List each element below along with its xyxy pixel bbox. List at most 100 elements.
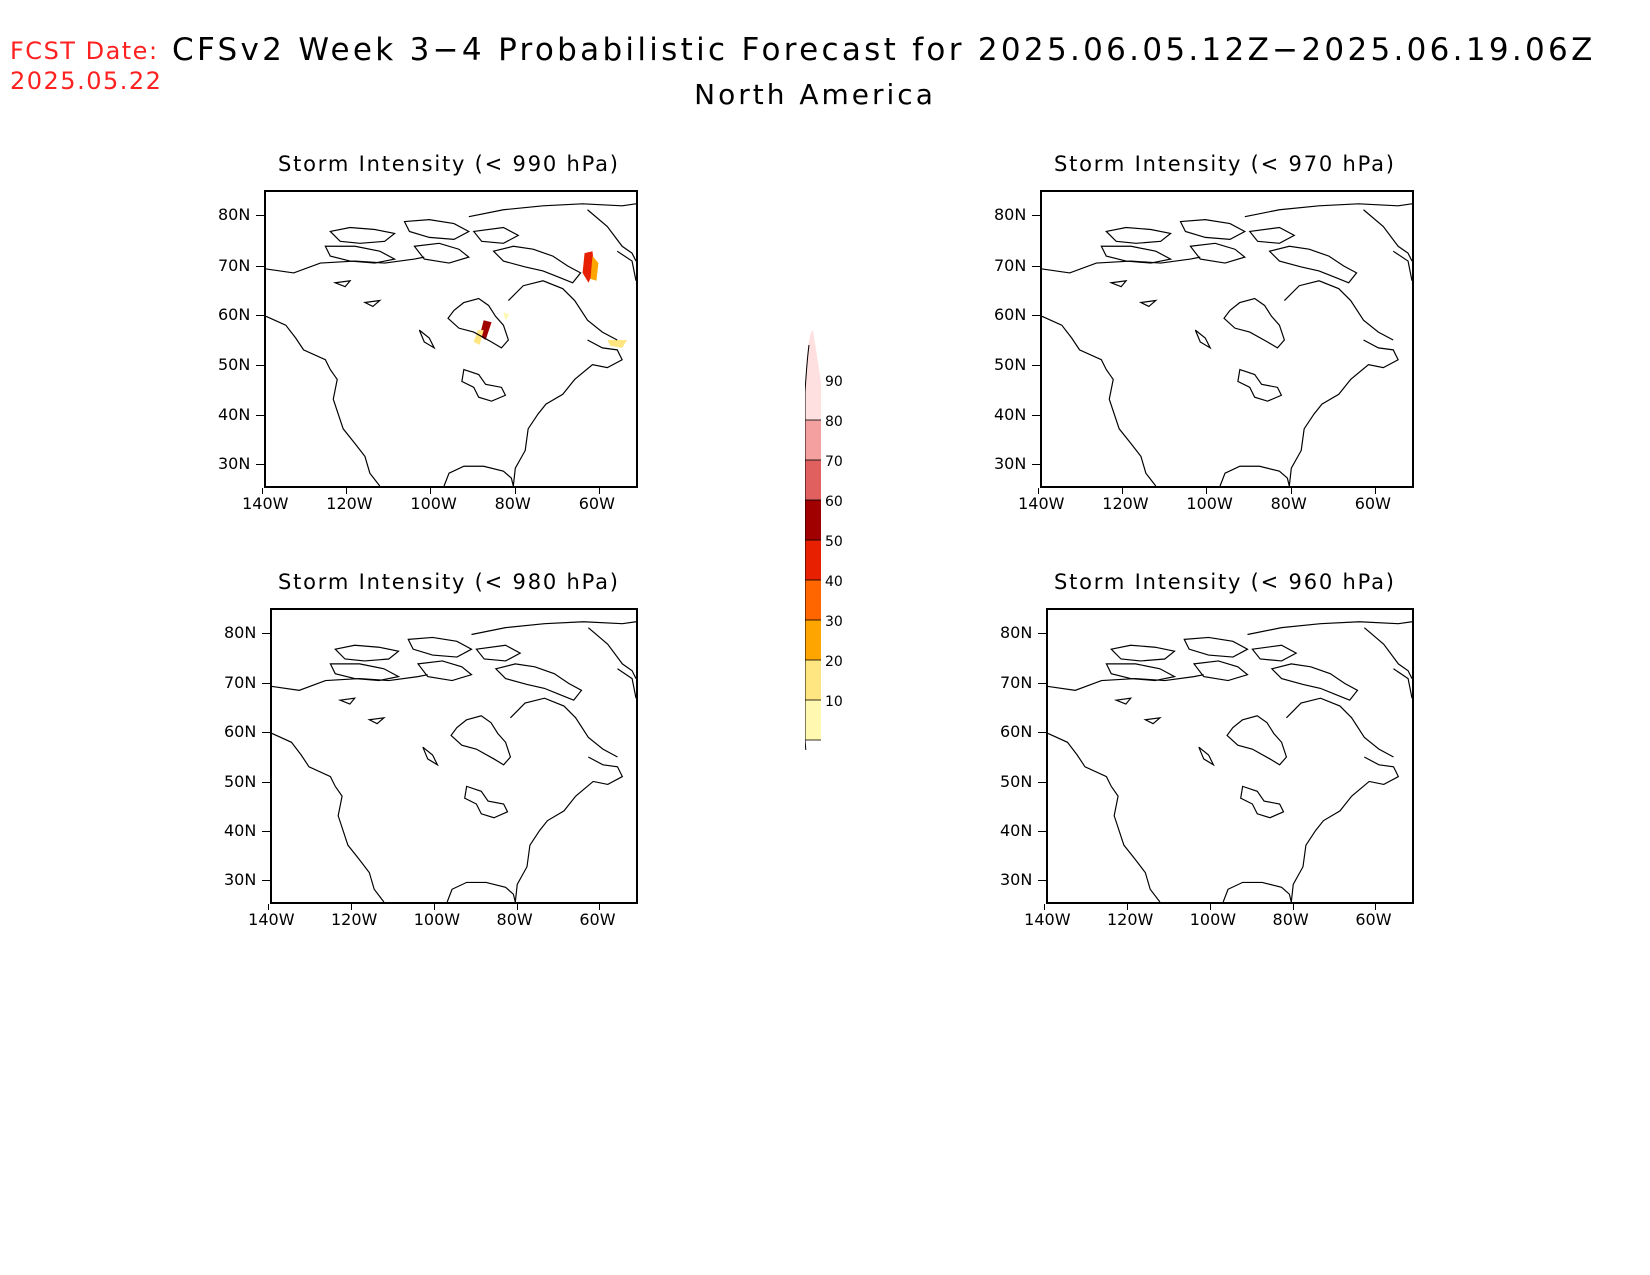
- lat-tick-label: 30N: [224, 870, 257, 890]
- coastline: [1108, 280, 1128, 288]
- lon-tick-label: 60W: [1355, 910, 1392, 929]
- coastline: [1290, 756, 1400, 902]
- coastline: [324, 245, 397, 264]
- page-title: CFSv2 Week 3−4 Probabilistic Forecast fo…: [172, 32, 1596, 68]
- lat-tick: [1038, 831, 1046, 833]
- lon-tick-label: 120W: [1102, 494, 1149, 513]
- panel-title: Storm Intensity (< 960 hPa): [1054, 570, 1396, 594]
- lon-tick: [1122, 488, 1124, 494]
- lat-tick: [256, 464, 264, 466]
- fcst-label: FCST Date:: [10, 37, 159, 65]
- coastline: [1143, 716, 1162, 725]
- colorbar-segment: [805, 620, 821, 660]
- lat-tick-label: 80N: [1000, 623, 1033, 643]
- coastline: [450, 715, 512, 766]
- colorbar-label: 60: [825, 494, 843, 510]
- coastline: [1183, 636, 1249, 658]
- coastline: [1268, 245, 1358, 284]
- coastline: [1222, 881, 1292, 902]
- panel-title: Storm Intensity (< 980 hPa): [278, 570, 620, 594]
- lat-tick: [1032, 215, 1040, 217]
- coastline: [407, 636, 473, 658]
- coastline: [1251, 644, 1298, 662]
- coastline: [1286, 697, 1394, 758]
- colorbar-label: 50: [825, 534, 843, 550]
- colorbar-segment: [805, 540, 821, 580]
- lat-tick-label: 30N: [218, 454, 251, 474]
- coastline: [337, 697, 357, 705]
- lon-tick-label: 140W: [1018, 494, 1065, 513]
- lon-tick-label: 60W: [1354, 494, 1391, 513]
- coastline: [512, 339, 623, 486]
- lat-tick-label: 40N: [224, 821, 257, 841]
- lon-tick: [1290, 488, 1292, 494]
- lon-tick: [599, 904, 601, 910]
- lat-tick-label: 80N: [994, 205, 1027, 225]
- lon-tick: [1126, 904, 1128, 910]
- coastline: [507, 280, 618, 341]
- coastline: [403, 219, 471, 240]
- coastline: [418, 329, 436, 350]
- lat-tick: [1032, 414, 1040, 416]
- lon-tick: [262, 488, 264, 494]
- lat-tick: [256, 364, 264, 366]
- page-subtitle: North America: [694, 78, 936, 111]
- lon-tick-label: 140W: [1024, 910, 1071, 929]
- fcst-date-label: FCST Date: 2025.05.22: [10, 36, 162, 96]
- lon-tick: [1292, 904, 1294, 910]
- coastline-map: [1042, 203, 1412, 486]
- lat-tick-label: 50N: [994, 354, 1027, 374]
- lat-tick: [1038, 732, 1046, 734]
- lat-tick: [1038, 633, 1046, 635]
- coastline: [1393, 668, 1412, 699]
- coastline: [587, 209, 636, 262]
- coastline: [329, 226, 396, 244]
- colorbar-label: 10: [825, 694, 843, 710]
- lon-tick-label: 80W: [496, 910, 533, 929]
- coastline: [446, 881, 516, 902]
- lat-tick-label: 50N: [224, 771, 257, 791]
- lat-tick-label: 60N: [224, 722, 257, 742]
- lon-tick-label: 80W: [494, 494, 531, 513]
- lat-tick-label: 30N: [1000, 870, 1033, 890]
- colorbar-edge: [805, 344, 810, 750]
- coastline: [510, 697, 618, 758]
- colorbar: 10 20 30 40 50 60 70 80 90: [805, 330, 843, 750]
- coastline: [617, 668, 636, 699]
- lat-tick: [1032, 265, 1040, 267]
- lon-tick-label: 100W: [1189, 910, 1237, 929]
- coastline: [514, 756, 624, 902]
- coastline: [1392, 250, 1412, 281]
- lat-tick-label: 50N: [218, 354, 251, 374]
- coastline-map: [1048, 621, 1412, 902]
- lat-tick: [256, 215, 264, 217]
- storm-intensity-map: [1040, 190, 1414, 488]
- coastline: [494, 663, 583, 701]
- lon-tick-label: 140W: [242, 494, 289, 513]
- lat-tick: [1038, 880, 1046, 882]
- lat-tick-label: 80N: [218, 205, 251, 225]
- lat-tick-label: 60N: [218, 305, 251, 325]
- colorbar-label: 40: [825, 574, 843, 590]
- lon-tick-label: 100W: [413, 910, 461, 929]
- coastline: [1048, 732, 1161, 902]
- coastline: [1198, 746, 1215, 767]
- storm-intensity-map: [264, 190, 638, 488]
- coastline: [1247, 621, 1412, 636]
- colorbar-label: 70: [825, 454, 843, 470]
- lon-tick-label: 60W: [578, 494, 615, 513]
- lon-tick: [514, 488, 516, 494]
- colorbar-segment: [805, 330, 821, 420]
- coastline: [1105, 663, 1177, 682]
- colorbar-segment: [805, 660, 821, 700]
- lon-tick: [430, 488, 432, 494]
- coastline: [1288, 339, 1399, 486]
- lat-tick: [1032, 315, 1040, 317]
- coastline: [266, 315, 381, 486]
- lat-tick: [256, 265, 264, 267]
- lon-tick-label: 120W: [326, 494, 373, 513]
- lon-tick: [1374, 488, 1376, 494]
- coastline: [475, 644, 522, 662]
- lon-tick: [1209, 904, 1211, 910]
- coastline: [492, 245, 582, 284]
